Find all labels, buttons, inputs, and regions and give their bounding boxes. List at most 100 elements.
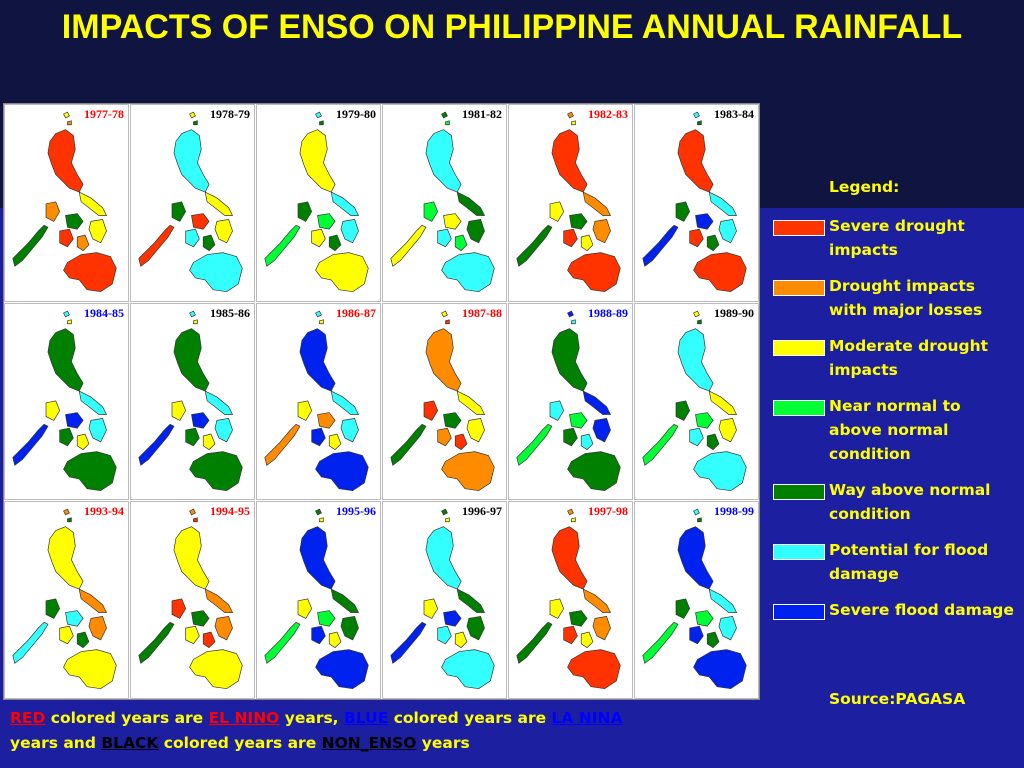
- island-region: [689, 626, 704, 645]
- philippines-map: [264, 111, 369, 293]
- island-region: [580, 433, 594, 450]
- island-region: [297, 400, 313, 421]
- island-region: [689, 228, 704, 248]
- island-region: [214, 219, 233, 244]
- philippines-map: [642, 508, 747, 690]
- island-region: [697, 120, 702, 126]
- island-region: [693, 450, 747, 491]
- island-region: [214, 417, 233, 442]
- island-region: [63, 111, 70, 119]
- island-region: [59, 427, 74, 446]
- legend-label: Severe flood damage: [829, 601, 1014, 619]
- island-region: [202, 433, 216, 450]
- island-region: [191, 411, 210, 429]
- island-region: [708, 390, 738, 415]
- island-region: [580, 631, 594, 649]
- philippines-map: [390, 508, 495, 690]
- island-region: [695, 213, 714, 230]
- island-region: [423, 400, 439, 421]
- island-region: [59, 228, 74, 248]
- caption-non-enso: NON_ENSO: [321, 734, 417, 752]
- island-region: [437, 228, 452, 248]
- island-region: [311, 427, 326, 446]
- island-region: [443, 411, 462, 429]
- island-region: [567, 310, 574, 318]
- philippines-map: [138, 508, 243, 690]
- island-region: [185, 427, 200, 446]
- philippines-map: [12, 508, 117, 690]
- island-region: [264, 622, 301, 665]
- island-region: [202, 234, 216, 252]
- island-region: [76, 433, 90, 450]
- map-panel-1979-80: 1979-80: [256, 104, 381, 302]
- island-region: [138, 423, 175, 466]
- philippines-map: [390, 111, 495, 293]
- island-region: [138, 224, 175, 267]
- island-region: [706, 234, 720, 252]
- island-region: [443, 610, 462, 627]
- island-region: [171, 598, 187, 620]
- island-region: [567, 450, 621, 491]
- island-region: [264, 224, 301, 267]
- island-region: [317, 610, 336, 627]
- philippines-map: [12, 310, 117, 491]
- island-region: [706, 433, 720, 450]
- island-region: [423, 598, 439, 620]
- island-region: [695, 411, 714, 429]
- island-region: [642, 224, 679, 267]
- philippines-map: [390, 310, 495, 491]
- island-region: [189, 252, 243, 293]
- year-label: 1994-95: [210, 504, 250, 519]
- caption-black: BLACK: [101, 734, 159, 752]
- island-region: [311, 228, 326, 248]
- island-region: [443, 213, 462, 230]
- island-region: [204, 191, 234, 216]
- year-label: 1984-85: [84, 305, 124, 320]
- legend-swatch: [773, 340, 825, 356]
- island-region: [189, 111, 196, 119]
- island-region: [193, 319, 198, 324]
- year-label: 1979-80: [336, 107, 376, 121]
- island-region: [12, 622, 49, 665]
- island-region: [516, 622, 553, 665]
- island-region: [45, 201, 61, 222]
- island-region: [445, 517, 450, 523]
- island-region: [315, 649, 369, 690]
- island-region: [516, 423, 553, 466]
- island-region: [454, 631, 468, 649]
- island-region: [693, 508, 700, 516]
- island-region: [441, 111, 448, 119]
- legend-label: Near normal to above normal condition: [829, 397, 961, 463]
- island-region: [328, 433, 342, 450]
- island-region: [549, 400, 565, 421]
- island-region: [317, 411, 336, 429]
- island-region: [330, 390, 360, 415]
- island-region: [642, 423, 679, 466]
- legend-swatch: [773, 484, 825, 500]
- legend-swatch: [773, 544, 825, 560]
- map-panel-1993-94: 1993-94: [4, 501, 129, 699]
- island-region: [297, 598, 313, 620]
- map-panel-1981-82: 1981-82: [382, 104, 507, 302]
- legend-label: Potential for flood damage: [829, 541, 989, 583]
- philippines-map: [516, 508, 621, 690]
- island-region: [67, 319, 72, 324]
- map-panel-1988-89: 1988-89: [508, 302, 633, 501]
- island-region: [456, 390, 486, 415]
- island-region: [45, 400, 61, 421]
- island-region: [569, 610, 588, 627]
- year-label: 1981-82: [462, 107, 502, 121]
- island-region: [78, 588, 108, 614]
- island-region: [185, 626, 200, 645]
- island-region: [67, 120, 72, 126]
- island-region: [138, 622, 175, 665]
- island-region: [454, 234, 468, 252]
- island-region: [592, 219, 611, 244]
- map-panel-1986-87: 1986-87: [256, 302, 381, 501]
- page-title: IMPACTS OF ENSO ON PHILIPPINE ANNUAL RAI…: [61, 8, 963, 46]
- island-region: [708, 191, 738, 216]
- year-label: 1987-88: [462, 305, 502, 320]
- island-region: [718, 616, 737, 641]
- island-region: [567, 252, 621, 293]
- map-panel-1989-90: 1989-90: [634, 302, 759, 501]
